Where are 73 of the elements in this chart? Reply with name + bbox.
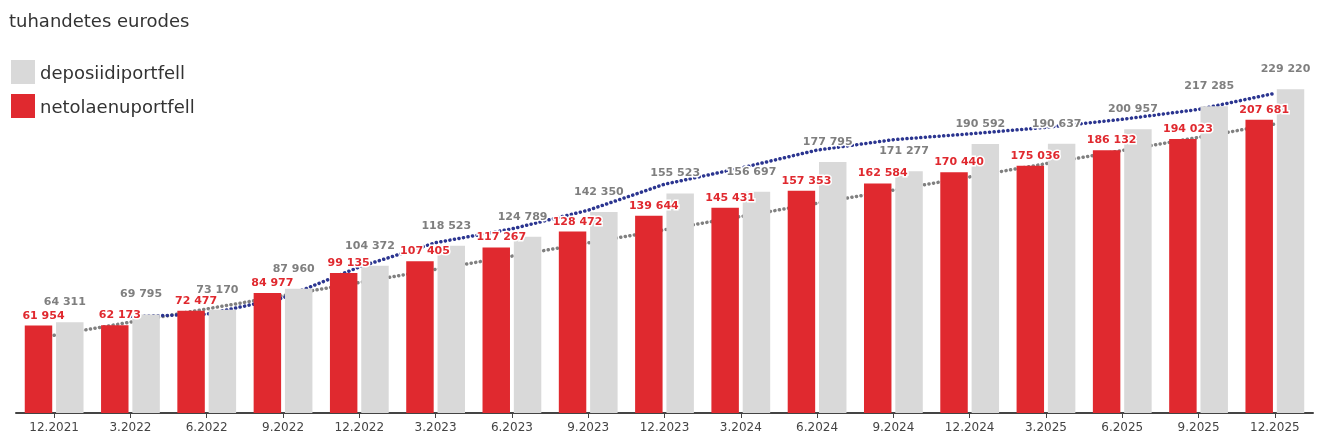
data-label: 229 220: [1260, 62, 1311, 76]
x-tick-label: 9.2024: [872, 420, 915, 434]
x-tick-label: 12.2025: [1250, 420, 1300, 434]
data-label: 207 681: [1239, 102, 1290, 116]
x-tick-label: 12.2021: [29, 420, 79, 434]
bar: [1245, 119, 1273, 413]
data-label: 186 132: [1086, 133, 1137, 147]
data-label: 61 954: [22, 308, 65, 322]
x-tick-label: 6.2024: [796, 420, 839, 434]
bar: [101, 325, 129, 413]
x-tick-label: 12.2023: [639, 420, 690, 434]
data-label: 190 592: [955, 116, 1006, 130]
data-label: 156 697: [726, 164, 777, 178]
data-label: 200 957: [1108, 102, 1158, 116]
legend-label: deposiidiportfell: [40, 61, 186, 83]
bar: [329, 273, 358, 413]
bar: [361, 265, 389, 413]
bar: [1092, 150, 1121, 413]
data-label: 104 372: [345, 238, 395, 252]
data-label: 62 173: [98, 308, 141, 322]
bar: [253, 293, 282, 413]
x-tick-label: 3.2022: [109, 420, 152, 434]
data-label: 170 440: [934, 155, 985, 169]
bar: [56, 322, 84, 413]
x-tick-label: 12.2024: [944, 420, 995, 434]
bar: [1016, 165, 1045, 413]
legend-label: netolaenuportfell: [40, 95, 195, 117]
data-label: 124 789: [497, 209, 548, 223]
data-label: 73 170: [196, 282, 239, 296]
data-label: 99 135: [327, 256, 370, 270]
data-label: 84 977: [251, 276, 294, 290]
bar: [863, 183, 892, 413]
data-label: 118 523: [421, 218, 472, 232]
data-label: 157 353: [781, 173, 832, 187]
bar: [482, 247, 510, 413]
data-label: 117 267: [476, 230, 527, 244]
bar: [177, 310, 205, 413]
x-tick-label: 3.2023: [414, 420, 457, 434]
bar: [940, 172, 968, 413]
data-label: 69 795: [120, 287, 163, 301]
data-label: 72 477: [175, 293, 218, 307]
data-label: 162 584: [857, 166, 908, 180]
bar: [24, 325, 53, 413]
data-label: 142 350: [573, 185, 625, 198]
bar: [406, 261, 434, 413]
data-label: 175 036: [1010, 148, 1061, 162]
x-tick-label: 3.2024: [719, 420, 762, 434]
x-tick-label: 12.2022: [334, 420, 385, 434]
x-tick-label: 6.2025: [1101, 420, 1144, 434]
x-tick-label: 3.2025: [1024, 420, 1067, 434]
bar: [284, 288, 313, 413]
bar: [208, 309, 237, 413]
data-label: 145 431: [705, 190, 756, 204]
bar: [787, 190, 816, 413]
data-label: 155 523: [650, 166, 701, 180]
data-label: 64 311: [43, 295, 86, 309]
data-label: 194 023: [1163, 122, 1213, 136]
data-label: 139 644: [628, 198, 680, 212]
bar: [711, 207, 739, 413]
data-label: 177 795: [802, 134, 853, 148]
data-label: 217 285: [1184, 79, 1235, 93]
data-label: 171 277: [879, 144, 929, 158]
x-tick-label: 6.2023: [490, 420, 533, 434]
data-label: 87 960: [272, 261, 316, 275]
x-tick-label: 9.2023: [567, 420, 610, 434]
x-tick-label: 9.2022: [262, 420, 305, 434]
x-tick-label: 6.2022: [185, 420, 228, 434]
bar: [558, 231, 587, 413]
bar: [1169, 139, 1197, 413]
chart-title: tuhandetes eurodes: [9, 9, 190, 31]
bar: [635, 215, 663, 413]
data-label: 128 472: [552, 214, 603, 228]
x-tick-label: 9.2025: [1177, 420, 1220, 434]
